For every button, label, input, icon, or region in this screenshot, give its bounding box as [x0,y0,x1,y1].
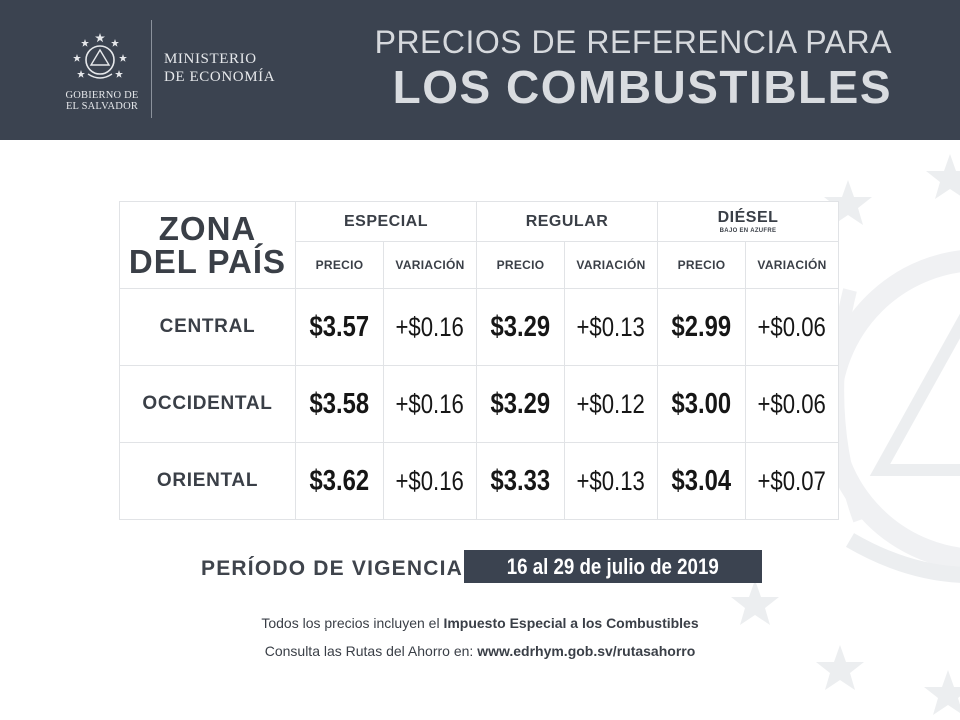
diesel-variation: +$0.06 [757,388,827,419]
variation-column-header: VARIACIÓN [383,241,477,289]
price-column-header: PRECIO [476,241,565,289]
regular-variation: +$0.13 [576,311,646,342]
especial-variation: +$0.16 [395,311,465,342]
price-column-header: PRECIO [295,241,384,289]
validity-period-label: PERÍODO DE VIGENCIA: [201,557,472,580]
variation-cell: +$0.06 [745,288,839,366]
variation-cell: +$0.13 [564,442,658,520]
fuel-name: REGULAR [525,212,609,230]
variation-cell: +$0.07 [745,442,839,520]
diesel-variation: +$0.06 [757,311,827,342]
ministry-line-1: MINISTERIO [164,51,257,67]
column-header-row: PRECIO VARIACIÓN PRECIO VARIACIÓN PRECIO… [120,241,839,289]
zone-name: CENTRAL [119,288,296,366]
price-cell: $3.04 [657,442,746,520]
especial-variation: +$0.16 [395,388,465,419]
fuel-header-row: ZONA DEL PAÍS ESPECIAL REGULAR DIÉSEL BA… [119,201,839,289]
variation-column-header: VARIACIÓN [564,241,658,289]
diesel-price: $3.04 [671,464,732,497]
especial-price: $3.62 [309,464,370,497]
price-cell: $3.58 [295,365,384,443]
especial-price: $3.58 [309,387,370,420]
star-icon [924,670,960,715]
fuel-price-table: ZONA DEL PAÍS ESPECIAL REGULAR DIÉSEL BA… [119,201,839,520]
validity-period-value: 16 al 29 de julio de 2019 [464,550,762,583]
price-cell: $3.29 [476,365,565,443]
star-icon [816,645,864,690]
star-icon [926,154,960,199]
government-line-2: EL SALVADOR [65,101,139,112]
government-line-1: GOBIERNO DE [65,90,139,101]
variation-cell: +$0.12 [564,365,658,443]
diesel-variation: +$0.07 [757,465,827,496]
price-cell: $2.99 [657,288,746,366]
page-title-line-2: LOS COMBUSTIBLES [392,61,892,113]
price-cell: $3.29 [476,288,565,366]
diesel-price: $3.00 [671,387,732,420]
zone-header-line-2: DEL PAÍS [128,243,287,280]
star-icon [824,180,872,225]
header-banner: GOBIERNO DE EL SALVADOR MINISTERIO DE EC… [0,0,960,140]
variation-cell: +$0.06 [745,365,839,443]
price-cell: $3.62 [295,442,384,520]
regular-variation: +$0.12 [576,388,646,419]
savings-routes-note: Consulta las Rutas del Ahorro en: www.ed… [0,643,960,659]
zone-header-line-1: ZONA [158,210,257,247]
star-icon [731,580,779,625]
price-cell: $3.33 [476,442,565,520]
especial-price: $3.57 [309,310,370,343]
regular-price: $3.33 [490,464,551,497]
price-cell: $3.57 [295,288,384,366]
savings-routes-text: Consulta las Rutas del Ahorro en: [264,643,478,659]
variation-cell: +$0.16 [383,365,477,443]
header-divider [151,20,152,118]
ministry-line-2: DE ECONOMÍA [164,69,276,85]
variation-cell: +$0.16 [383,442,477,520]
variation-cell: +$0.13 [564,288,658,366]
ministry-name: MINISTERIO DE ECONOMÍA [164,50,275,86]
regular-variation: +$0.13 [576,465,646,496]
coat-of-arms-icon [73,33,127,79]
regular-price: $3.29 [490,387,551,420]
fuel-header-regular: REGULAR [476,201,658,242]
especial-variation: +$0.16 [395,465,465,496]
tax-note-highlight: Impuesto Especial a los Combustibles [443,615,699,631]
tax-note-text: Todos los precios incluyen el [261,615,444,631]
fuel-header-especial: ESPECIAL [295,201,477,242]
table-row: OCCIDENTAL $3.58 +$0.16 $3.29 +$0.12 $3.… [119,365,839,443]
fuel-header-diesel: DIÉSEL BAJO EN AZUFRE [657,201,839,242]
table-row: CENTRAL $3.57 +$0.16 $3.29 +$0.13 $2.99 … [119,288,839,366]
validity-period-text: 16 al 29 de julio de 2019 [506,554,720,579]
price-cell: $3.00 [657,365,746,443]
fuel-name: DIÉSEL [717,209,779,226]
tax-note: Todos los precios incluyen el Impuesto E… [0,615,960,631]
government-name: GOBIERNO DE EL SALVADOR [62,90,142,112]
savings-routes-url: www.edrhym.gob.sv/rutasahorro [477,643,696,659]
zone-name: ORIENTAL [119,442,296,520]
zone-column-header: ZONA DEL PAÍS [119,201,296,289]
fuel-name: ESPECIAL [343,212,428,230]
fuel-subtitle: BAJO EN AZUFRE [719,228,777,234]
diesel-price: $2.99 [671,310,732,343]
price-column-header: PRECIO [657,241,746,289]
variation-column-header: VARIACIÓN [745,241,839,289]
page-title-line-1: PRECIOS DE REFERENCIA PARA [374,24,892,60]
table-row: ORIENTAL $3.62 +$0.16 $3.33 +$0.13 $3.04… [119,442,839,520]
zone-name: OCCIDENTAL [119,365,296,443]
variation-cell: +$0.16 [383,288,477,366]
regular-price: $3.29 [490,310,551,343]
